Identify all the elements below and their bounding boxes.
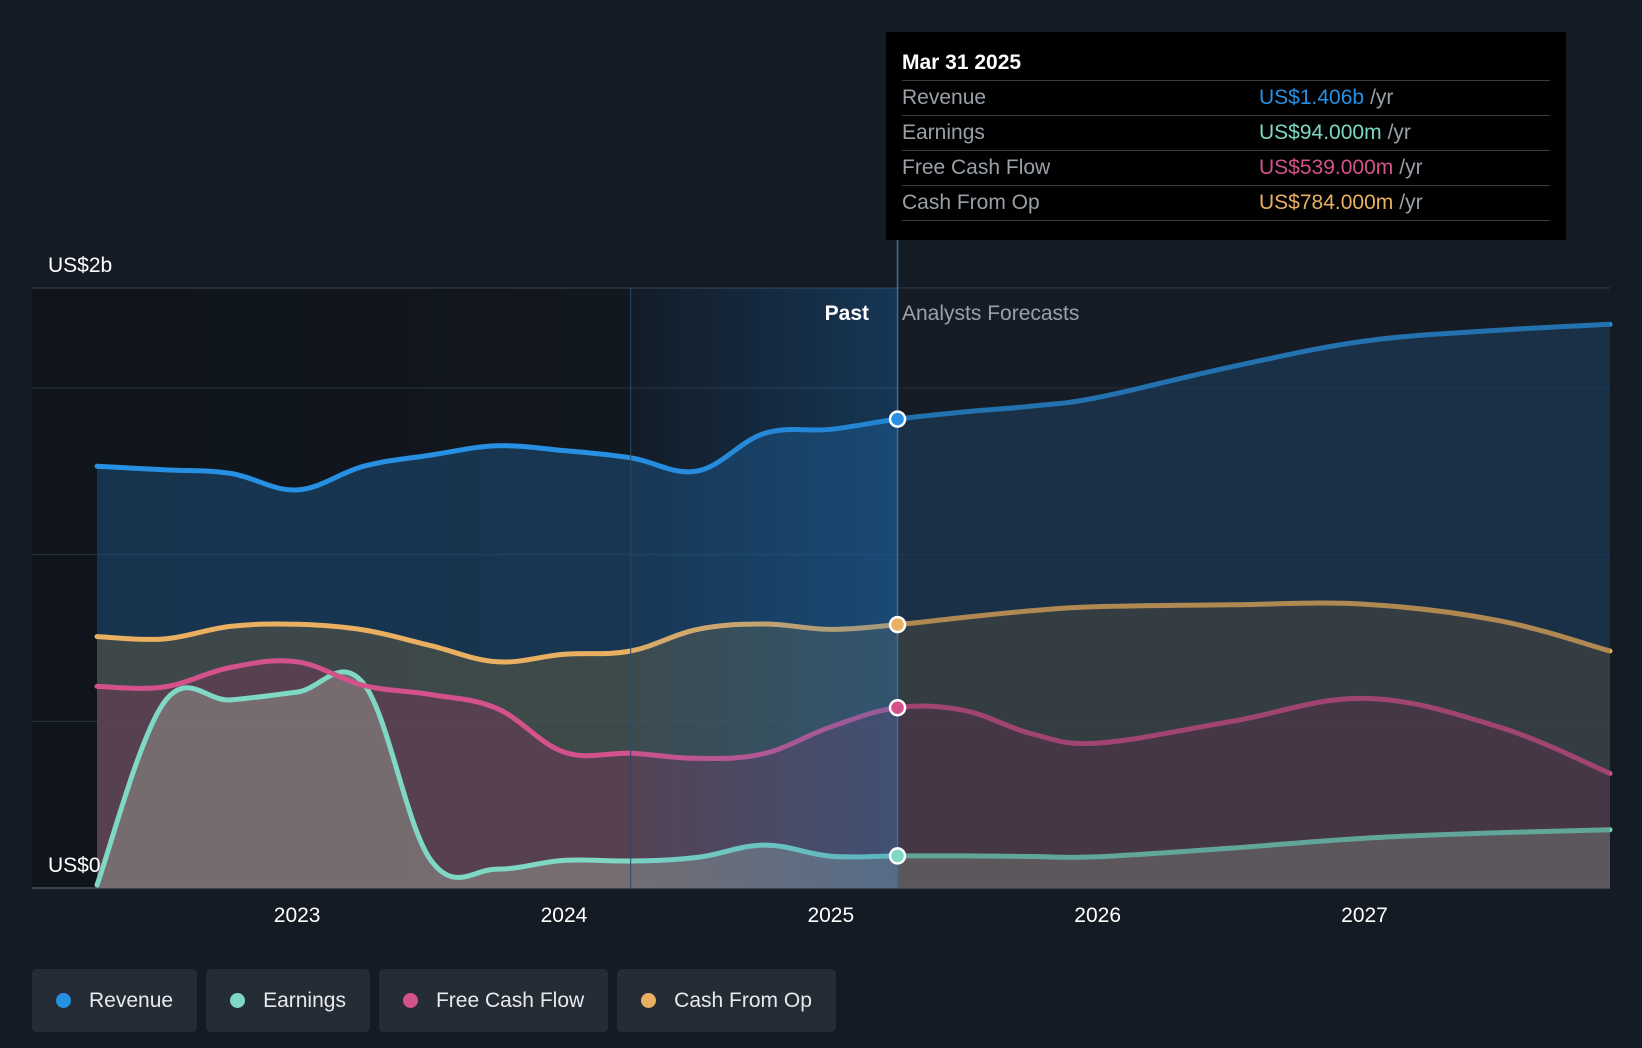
legend-label: Free Cash Flow (435, 988, 585, 1012)
free-cash-flow-marker (888, 698, 907, 717)
tooltip-value-revenue: US$1.406b (1259, 86, 1365, 109)
legend-label: Earnings (263, 988, 346, 1012)
revenue-marker (888, 410, 907, 428)
tooltip-row-cash-from-op: Cash From Op US$784.000m /yr (902, 186, 1550, 221)
tooltip: Mar 31 2025 Revenue US$1.406b /yr Earnin… (886, 32, 1566, 240)
tooltip-unit: /yr (1399, 191, 1423, 214)
tooltip-value-cash-from-op: US$784.000m (1259, 191, 1394, 214)
tooltip-date: Mar 31 2025 (902, 46, 1550, 81)
tooltip-label: Earnings (902, 121, 985, 144)
x-tick-label: 2023 (274, 904, 321, 927)
free-cash-flow-dot-icon (402, 993, 418, 1008)
x-tick-label: 2026 (1074, 904, 1121, 927)
cash-from-op-dot-icon (641, 993, 657, 1008)
x-tick-label: 2024 (541, 904, 588, 927)
tooltip-row-earnings: Earnings US$94.000m /yr (902, 116, 1550, 151)
earnings-dot-icon (230, 993, 246, 1008)
legend-item-cash-from-op[interactable]: Cash From Op (617, 969, 836, 1032)
y-tick-label-bottom: US$0 (48, 854, 101, 877)
tooltip-label: Free Cash Flow (902, 156, 1051, 179)
tooltip-label: Revenue (902, 86, 987, 109)
tooltip-unit: /yr (1370, 86, 1394, 109)
past-label: Past (825, 302, 869, 325)
tooltip-row-free-cash-flow: Free Cash Flow US$539.000m /yr (902, 151, 1550, 186)
tooltip-unit: /yr (1399, 156, 1423, 179)
tooltip-row-revenue: Revenue US$1.406b /yr (902, 81, 1550, 116)
tooltip-label: Cash From Op (902, 191, 1040, 214)
legend-item-earnings[interactable]: Earnings (206, 969, 370, 1032)
legend-label: Cash From Op (674, 988, 812, 1012)
legend-item-free-cash-flow[interactable]: Free Cash Flow (378, 969, 609, 1032)
legend-label: Revenue (89, 988, 174, 1012)
legend: Revenue Earnings Free Cash Flow Cash Fro… (32, 969, 836, 1032)
forecast-region (897, 288, 1610, 888)
y-tick-label-top: US$2b (48, 254, 112, 277)
highlight-band (630, 288, 898, 888)
forecast-label: Analysts Forecasts (902, 302, 1079, 325)
x-tick-label: 2027 (1341, 904, 1388, 927)
legend-item-revenue[interactable]: Revenue (32, 969, 198, 1032)
revenue-dot-icon (56, 993, 71, 1008)
tooltip-unit: /yr (1387, 121, 1411, 144)
earnings-marker (888, 847, 907, 865)
tooltip-value-earnings: US$94.000m (1259, 121, 1382, 144)
cash-from-op-marker (888, 615, 907, 634)
tooltip-value-free-cash-flow: US$539.000m (1259, 156, 1394, 179)
x-tick-label: 2025 (807, 904, 854, 927)
